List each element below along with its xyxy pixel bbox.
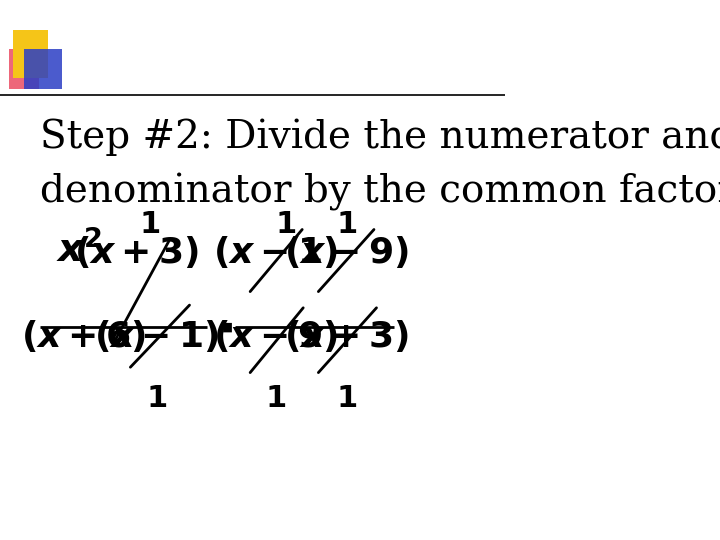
Text: $\mathbf{1}$: $\mathbf{1}$	[265, 383, 286, 414]
FancyBboxPatch shape	[9, 49, 40, 89]
FancyBboxPatch shape	[24, 49, 62, 89]
Text: $\boldsymbol{(x-9)}$: $\boldsymbol{(x-9)}$	[213, 318, 338, 354]
Text: $\mathbf{1}$: $\mathbf{1}$	[138, 210, 160, 240]
Text: $\mathbf{1}$: $\mathbf{1}$	[336, 383, 356, 414]
Text: $\boldsymbol{\cdot}$: $\boldsymbol{\cdot}$	[217, 306, 233, 353]
Text: $\boldsymbol{(x+3)}$: $\boldsymbol{(x+3)}$	[284, 318, 408, 354]
Text: $\boldsymbol{(x-9)}$: $\boldsymbol{(x-9)}$	[284, 234, 408, 270]
Text: Step #2: Divide the numerator and: Step #2: Divide the numerator and	[40, 119, 720, 156]
Text: $\mathbf{1}$: $\mathbf{1}$	[146, 383, 167, 414]
Text: $\mathbf{1}$: $\mathbf{1}$	[336, 210, 356, 240]
Text: $\boldsymbol{(x+3)}$: $\boldsymbol{(x+3)}$	[74, 234, 199, 270]
Text: $\boldsymbol{(x-1)}$: $\boldsymbol{(x-1)}$	[213, 234, 338, 270]
FancyBboxPatch shape	[13, 30, 48, 78]
Text: $\boldsymbol{x}^{\mathbf{2}}$: $\boldsymbol{x}^{\mathbf{2}}$	[55, 230, 101, 270]
Text: $\boldsymbol{(x+6)}$: $\boldsymbol{(x+6)}$	[21, 318, 145, 354]
Text: $\mathbf{1}$: $\mathbf{1}$	[275, 210, 296, 240]
Text: $\boldsymbol{(x-1)}$: $\boldsymbol{(x-1)}$	[94, 318, 219, 354]
Text: denominator by the common factors.: denominator by the common factors.	[40, 173, 720, 211]
